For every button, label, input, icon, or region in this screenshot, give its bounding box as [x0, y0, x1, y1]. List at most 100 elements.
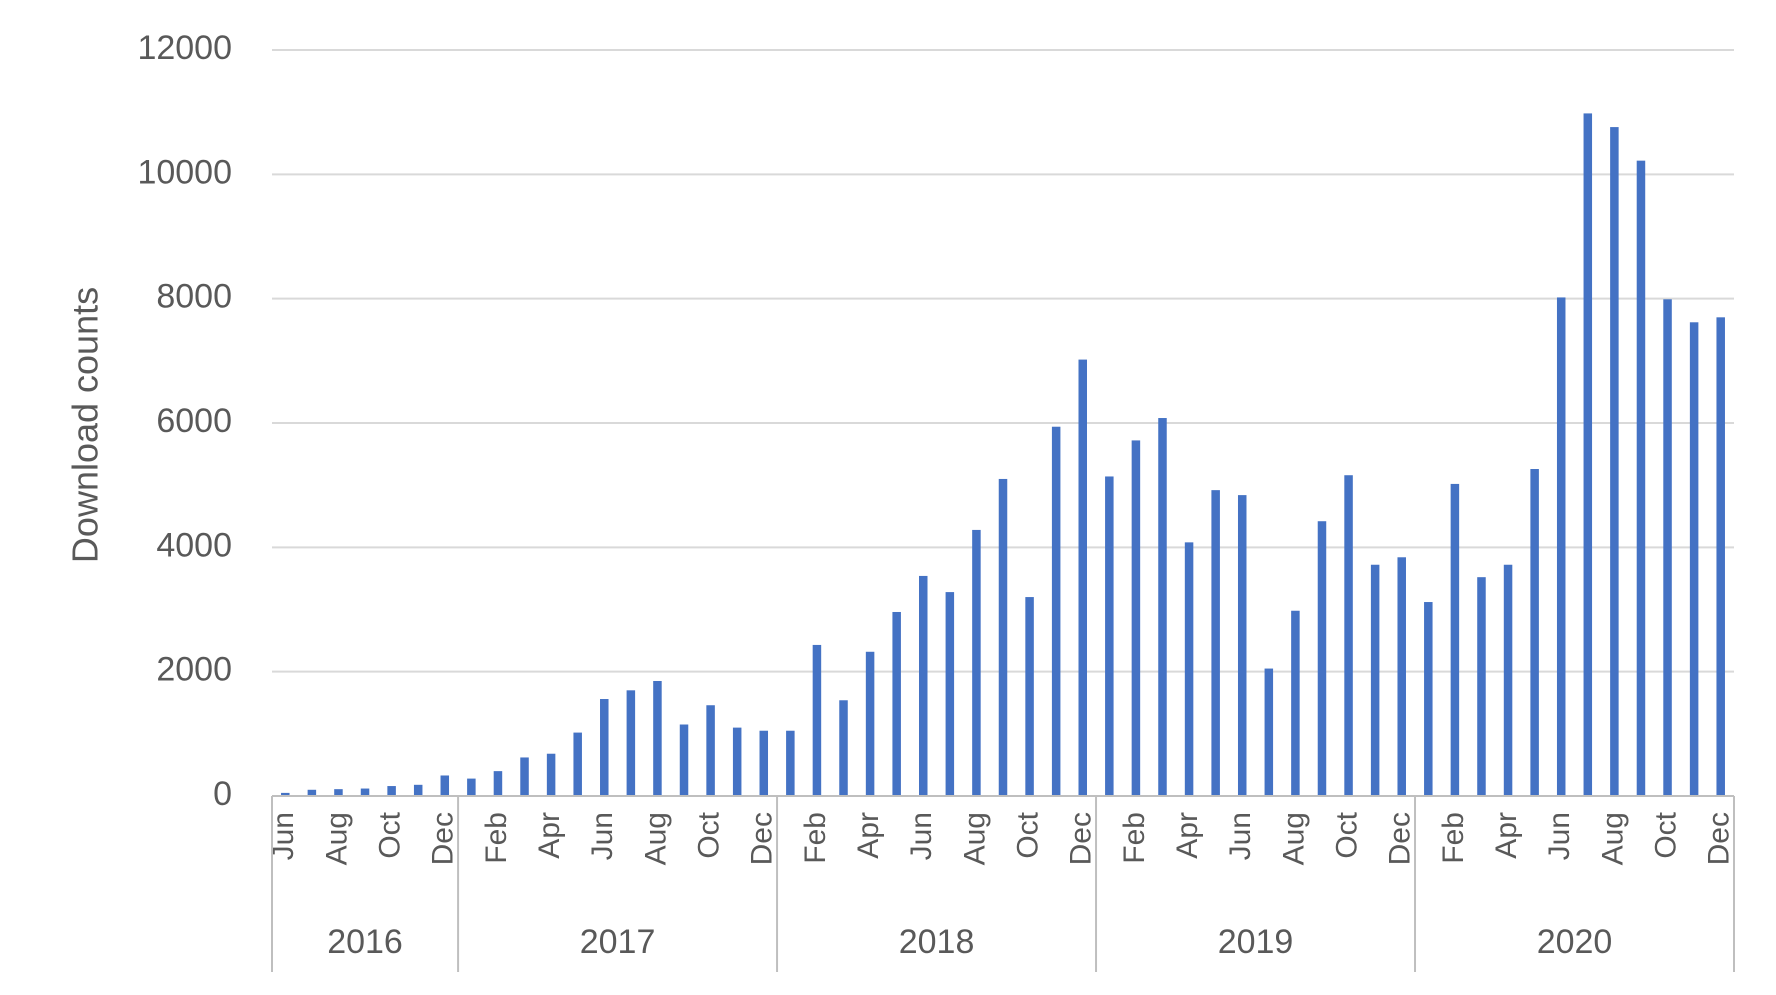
x-tick-label: Aug [639, 812, 672, 865]
x-tick-label: Jun [586, 812, 619, 860]
bar [1424, 602, 1433, 796]
year-label: 2018 [899, 923, 975, 961]
bar [307, 789, 317, 796]
x-tick-label: Apr [852, 812, 885, 859]
y-tick-label: 10000 [137, 153, 232, 191]
bar [919, 575, 928, 796]
x-tick-label: Jun [905, 812, 938, 860]
x-tick-label: Aug [1277, 812, 1310, 865]
bar [1610, 127, 1619, 796]
bar [281, 792, 290, 796]
bar [786, 730, 795, 796]
y-tick-label: 12000 [137, 29, 232, 67]
bar [1025, 597, 1034, 796]
bar [600, 699, 609, 796]
bar [1051, 426, 1061, 796]
x-tick-label: Oct [1012, 811, 1045, 858]
x-tick-label: Oct [693, 811, 726, 858]
bar [1556, 297, 1566, 796]
y-tick-label: 2000 [156, 651, 232, 689]
bar [1344, 475, 1353, 796]
bar [1689, 322, 1699, 796]
bar [520, 757, 529, 796]
bar [1663, 299, 1672, 796]
bar [626, 690, 636, 796]
x-tick-label: Feb [480, 812, 513, 864]
bar [467, 778, 476, 796]
bar [1503, 564, 1513, 796]
bar [573, 732, 582, 796]
x-tick-label: Apr [533, 812, 566, 859]
bar [706, 705, 715, 796]
bar [732, 727, 742, 796]
bar [945, 592, 955, 796]
bar [1583, 113, 1593, 796]
y-tick-label: 0 [213, 775, 232, 813]
bar [1636, 160, 1646, 796]
bar [413, 784, 423, 796]
bar [1397, 557, 1406, 796]
x-tick-label: Apr [1490, 812, 1523, 859]
x-tick-label: Jun [1224, 812, 1257, 860]
bars [281, 113, 1725, 796]
x-tick-label: Dec [1384, 812, 1417, 865]
y-tick-label: 8000 [156, 278, 232, 316]
x-tick-label: Oct [374, 811, 407, 858]
x-tick-label: Feb [1118, 812, 1151, 864]
bar [892, 611, 901, 796]
bar [1078, 359, 1087, 796]
bar [546, 753, 556, 796]
bar [1264, 668, 1274, 796]
bar [1158, 418, 1167, 796]
x-tick-label: Oct [1649, 811, 1682, 858]
year-label: 2016 [327, 923, 403, 961]
bar [812, 644, 822, 796]
y-axis: 0 2000 4000 6000 8000 10000 12000 [137, 29, 232, 813]
bar [1291, 610, 1300, 796]
y-tick-label: 4000 [156, 526, 232, 564]
bar [679, 724, 689, 796]
x-tick-label: Dec [427, 812, 460, 865]
year-label: 2020 [1537, 923, 1613, 961]
x-axis: Jun Aug Oct Dec Feb Apr Jun Aug Oct Dec Feb Apr Jun A… [267, 795, 1736, 972]
bar [1237, 495, 1247, 796]
bar [972, 529, 981, 796]
x-tick-label: Feb [1437, 812, 1470, 864]
year-label: 2017 [580, 923, 656, 961]
x-tick-label: Aug [958, 812, 991, 865]
bar [1450, 483, 1460, 796]
bar [1477, 577, 1486, 796]
bar [493, 771, 503, 796]
y-tick-label: 6000 [156, 402, 232, 440]
y-axis-label: Download counts [65, 287, 106, 563]
gridlines [272, 49, 1734, 673]
year-label: 2019 [1218, 923, 1294, 961]
bar [759, 730, 769, 796]
bar [1716, 317, 1725, 796]
bar [839, 700, 848, 796]
bar [334, 789, 343, 796]
bar [1131, 440, 1141, 796]
x-tick-label: Aug [1596, 812, 1629, 865]
x-tick-label: Apr [1171, 812, 1204, 859]
bar [1370, 564, 1380, 796]
bar [653, 680, 662, 796]
bar [440, 775, 450, 796]
x-tick-label: Dec [746, 812, 779, 865]
bar [360, 788, 370, 796]
bar [387, 786, 396, 796]
bar [1184, 542, 1194, 796]
bar [1211, 490, 1220, 796]
x-tick-label: Dec [1703, 812, 1736, 865]
x-tick-label: Jun [1543, 812, 1576, 860]
bar [1530, 469, 1539, 796]
bar [1105, 476, 1114, 796]
x-tick-label: Dec [1065, 812, 1098, 865]
x-tick-label: Aug [320, 812, 353, 865]
bar [1317, 521, 1327, 796]
bar [865, 651, 875, 796]
x-tick-label: Feb [799, 812, 832, 864]
x-tick-label: Oct [1330, 811, 1363, 858]
